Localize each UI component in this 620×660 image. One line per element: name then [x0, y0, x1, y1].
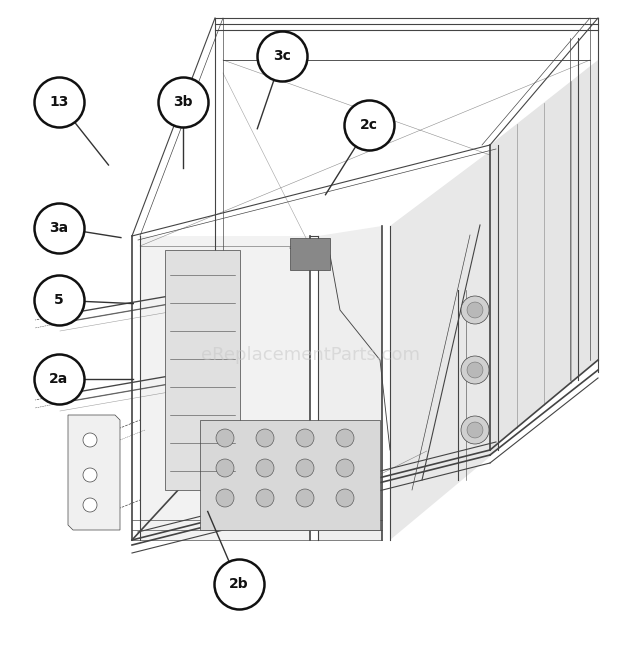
Text: 2a: 2a — [49, 372, 69, 387]
Circle shape — [461, 296, 489, 324]
Circle shape — [216, 459, 234, 477]
Circle shape — [83, 498, 97, 512]
Circle shape — [216, 489, 234, 507]
Circle shape — [256, 489, 274, 507]
Text: 3c: 3c — [273, 49, 291, 63]
Polygon shape — [390, 145, 498, 540]
Text: 2b: 2b — [229, 577, 249, 591]
Circle shape — [296, 429, 314, 447]
Polygon shape — [200, 420, 380, 530]
Circle shape — [467, 422, 483, 438]
Circle shape — [83, 468, 97, 482]
Polygon shape — [290, 238, 330, 270]
Circle shape — [336, 489, 354, 507]
Circle shape — [216, 429, 234, 447]
Circle shape — [256, 459, 274, 477]
Polygon shape — [68, 415, 120, 530]
Circle shape — [461, 416, 489, 444]
Text: 3b: 3b — [173, 95, 193, 110]
Circle shape — [336, 459, 354, 477]
Circle shape — [461, 356, 489, 384]
Circle shape — [296, 459, 314, 477]
Circle shape — [256, 429, 274, 447]
Polygon shape — [318, 226, 382, 540]
Polygon shape — [165, 250, 240, 490]
Circle shape — [467, 362, 483, 378]
Text: 2c: 2c — [360, 118, 378, 133]
Polygon shape — [140, 236, 310, 540]
Text: 13: 13 — [49, 95, 69, 110]
Polygon shape — [490, 60, 598, 450]
Text: 3a: 3a — [50, 220, 68, 235]
Circle shape — [336, 429, 354, 447]
Text: eReplacementParts.com: eReplacementParts.com — [200, 346, 420, 364]
Text: 5: 5 — [54, 293, 64, 308]
Circle shape — [83, 433, 97, 447]
Circle shape — [467, 302, 483, 318]
Circle shape — [296, 489, 314, 507]
